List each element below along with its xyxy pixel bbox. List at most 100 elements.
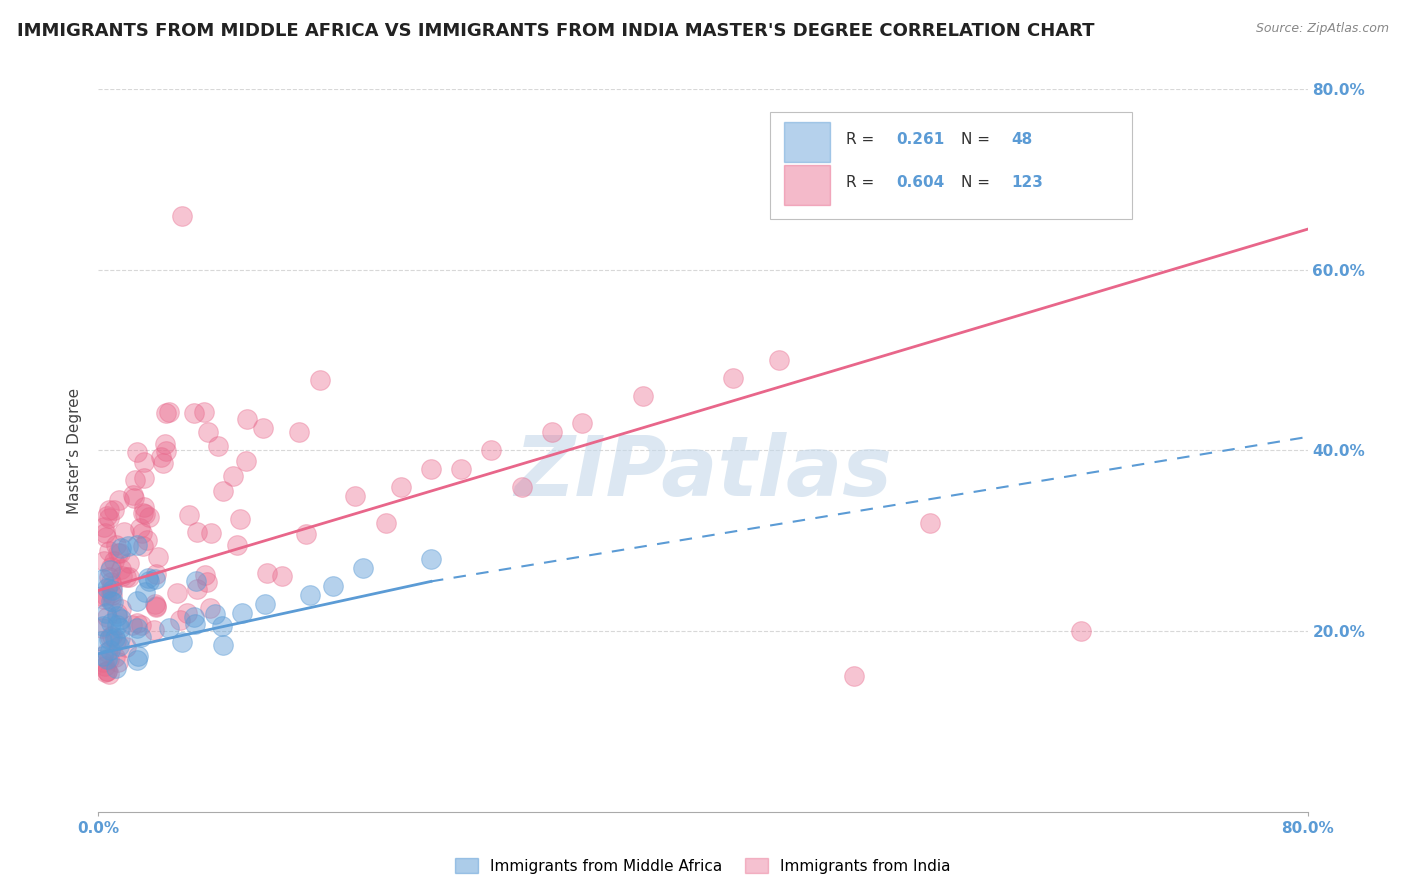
Point: [222, 469, 245, 483]
Point: [768, 353, 790, 368]
Point: [150, 450, 173, 465]
Point: [98, 511, 121, 525]
Point: [169, 613, 191, 627]
Point: [98, 643, 121, 657]
Point: [125, 594, 148, 608]
Point: [186, 582, 208, 597]
Point: [96, 581, 118, 595]
Point: [170, 209, 193, 223]
Point: [90, 633, 112, 648]
Point: [571, 417, 593, 431]
Point: [107, 655, 129, 669]
Point: [374, 516, 396, 530]
Point: [110, 562, 132, 576]
Point: [352, 561, 374, 575]
Point: [172, 634, 194, 648]
Point: [204, 607, 226, 621]
Point: [96, 664, 118, 678]
Point: [127, 621, 149, 635]
Point: [125, 653, 148, 667]
Point: [143, 623, 166, 637]
Point: [918, 516, 941, 530]
Point: [94, 659, 117, 673]
Point: [131, 540, 153, 554]
Point: [115, 640, 138, 655]
Point: [166, 586, 188, 600]
Point: [153, 437, 176, 451]
Point: [193, 405, 215, 419]
Point: [344, 489, 367, 503]
Point: [100, 560, 122, 574]
Point: [118, 556, 141, 570]
Point: [186, 525, 208, 540]
Point: [155, 444, 177, 458]
Point: [100, 575, 122, 590]
Point: [212, 638, 235, 652]
Point: [115, 569, 138, 583]
Point: [481, 443, 503, 458]
Point: [132, 500, 155, 514]
Text: Source: ZipAtlas.com: Source: ZipAtlas.com: [1256, 22, 1389, 36]
Point: [125, 538, 148, 552]
Point: [100, 616, 122, 631]
Point: [91, 649, 114, 664]
Point: [200, 525, 222, 540]
Text: 0.604: 0.604: [897, 175, 945, 190]
Point: [195, 574, 218, 589]
Point: [143, 572, 166, 586]
Point: [197, 425, 219, 439]
Point: [118, 569, 141, 583]
Point: [129, 521, 152, 535]
Point: [112, 524, 135, 539]
Point: [96, 652, 118, 666]
Point: [143, 597, 166, 611]
Point: [93, 592, 115, 607]
Point: [98, 503, 121, 517]
Point: [723, 371, 745, 385]
Point: [132, 507, 155, 521]
Text: N =: N =: [960, 175, 994, 190]
Point: [105, 606, 128, 620]
Point: [235, 453, 257, 467]
Point: [91, 655, 114, 669]
Point: [103, 595, 125, 609]
FancyBboxPatch shape: [785, 165, 830, 205]
Point: [134, 585, 156, 599]
Point: [420, 551, 443, 566]
Point: [184, 574, 207, 589]
Text: ZIPatlas: ZIPatlas: [515, 432, 891, 513]
Text: 123: 123: [1011, 175, 1043, 190]
Point: [91, 619, 114, 633]
Text: R =: R =: [845, 131, 879, 146]
Point: [101, 583, 124, 598]
Point: [97, 667, 120, 681]
Point: [299, 588, 322, 602]
Point: [134, 508, 156, 522]
Point: [108, 545, 131, 559]
Point: [103, 649, 125, 664]
Point: [110, 602, 132, 616]
Point: [135, 533, 157, 547]
Text: 48: 48: [1011, 131, 1032, 146]
Point: [157, 621, 180, 635]
FancyBboxPatch shape: [769, 112, 1132, 219]
Point: [111, 568, 134, 582]
Point: [105, 618, 128, 632]
Point: [91, 589, 114, 603]
Point: [108, 621, 131, 635]
Point: [93, 520, 115, 534]
Point: [104, 661, 127, 675]
Point: [125, 444, 148, 458]
Point: [152, 456, 174, 470]
Point: [145, 567, 167, 582]
Legend: Immigrants from Middle Africa, Immigrants from India: Immigrants from Middle Africa, Immigrant…: [449, 852, 957, 880]
Point: [101, 579, 124, 593]
Point: [236, 411, 259, 425]
Point: [117, 540, 139, 554]
Point: [211, 483, 233, 498]
Point: [231, 606, 253, 620]
Point: [176, 606, 198, 620]
Text: N =: N =: [960, 131, 994, 146]
Point: [131, 525, 153, 540]
Text: 0.261: 0.261: [897, 131, 945, 146]
